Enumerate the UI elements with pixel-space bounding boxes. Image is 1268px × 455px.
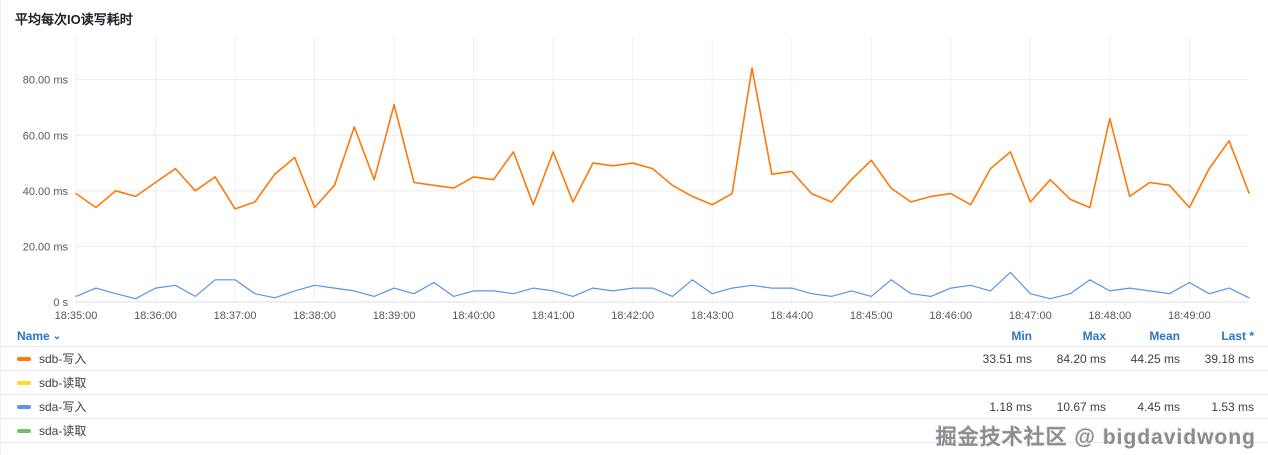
legend-name-header[interactable]: Name ⌄ [17,329,958,343]
svg-text:18:45:00: 18:45:00 [850,310,893,322]
svg-text:18:46:00: 18:46:00 [929,310,972,322]
legend-col-mean[interactable]: Mean [1149,329,1180,343]
stat-mean: 44.25 ms [1130,351,1180,366]
svg-text:20.00 ms: 20.00 ms [23,241,69,253]
series-color-swatch [17,356,31,361]
stat-max: 84.20 ms [1056,351,1106,366]
legend-col-min[interactable]: Min [1011,329,1032,343]
legend-table: Name ⌄ Min Max Mean Last * sdb-写入 33.51 … [1,326,1268,443]
svg-text:18:36:00: 18:36:00 [134,310,177,322]
series-name: sda-写入 [39,400,87,414]
legend-header: Name ⌄ Min Max Mean Last * [1,326,1268,346]
stat-min: 1.18 ms [989,399,1032,414]
legend-col-last[interactable]: Last * [1221,329,1254,343]
stat-last: 39.18 ms [1204,351,1254,366]
legend-col-max[interactable]: Max [1082,329,1106,343]
series-name: sdb-读取 [39,376,87,390]
series-color-swatch [17,404,31,409]
svg-text:18:39:00: 18:39:00 [373,310,416,322]
panel-title[interactable]: 平均每次IO读写耗时 [15,12,133,27]
legend-row-sdb-write: sdb-写入 33.51 ms 84.20 ms 44.25 ms 39.18 … [1,346,1268,370]
svg-text:80.00 ms: 80.00 ms [23,75,69,87]
sort-caret-icon: ⌄ [52,331,62,342]
series-color-swatch [17,380,31,385]
svg-text:18:49:00: 18:49:00 [1168,310,1211,322]
svg-text:18:38:00: 18:38:00 [293,310,336,322]
svg-text:18:42:00: 18:42:00 [611,310,654,322]
svg-text:40.00 ms: 40.00 ms [23,186,69,198]
legend-row-sda-write: sda-写入 1.18 ms 10.67 ms 4.45 ms 1.53 ms [1,394,1268,418]
svg-text:18:47:00: 18:47:00 [1009,310,1052,322]
series-color-swatch [17,428,31,433]
svg-text:18:40:00: 18:40:00 [452,310,495,322]
svg-text:60.00 ms: 60.00 ms [23,130,69,142]
stat-min: 33.51 ms [982,351,1032,366]
legend-name-label: Name [17,329,50,343]
legend-row-sdb-read: sdb-读取 [1,370,1268,394]
series-name: sda-读取 [39,424,87,438]
series-toggle[interactable]: sdb-写入 [17,350,958,367]
svg-text:18:48:00: 18:48:00 [1088,310,1131,322]
series-toggle[interactable]: sda-写入 [17,398,958,415]
svg-text:18:44:00: 18:44:00 [770,310,813,322]
svg-text:18:37:00: 18:37:00 [214,310,257,322]
stat-last: 1.53 ms [1211,399,1254,414]
svg-text:18:41:00: 18:41:00 [532,310,575,322]
stat-max: 10.67 ms [1056,399,1106,414]
stat-mean: 4.45 ms [1137,399,1180,414]
series-name: sdb-写入 [39,352,87,366]
timeseries-chart[interactable]: 18:35:00 18:36:00 18:37:00 18:38:00 18:39:00… [1,28,1268,324]
legend-row-sda-read: sda-读取 [1,418,1268,443]
svg-text:18:35:00: 18:35:00 [55,310,98,322]
svg-text:18:43:00: 18:43:00 [691,310,734,322]
series-toggle[interactable]: sda-读取 [17,422,958,439]
series-toggle[interactable]: sdb-读取 [17,374,958,391]
svg-text:0 s: 0 s [53,297,68,309]
